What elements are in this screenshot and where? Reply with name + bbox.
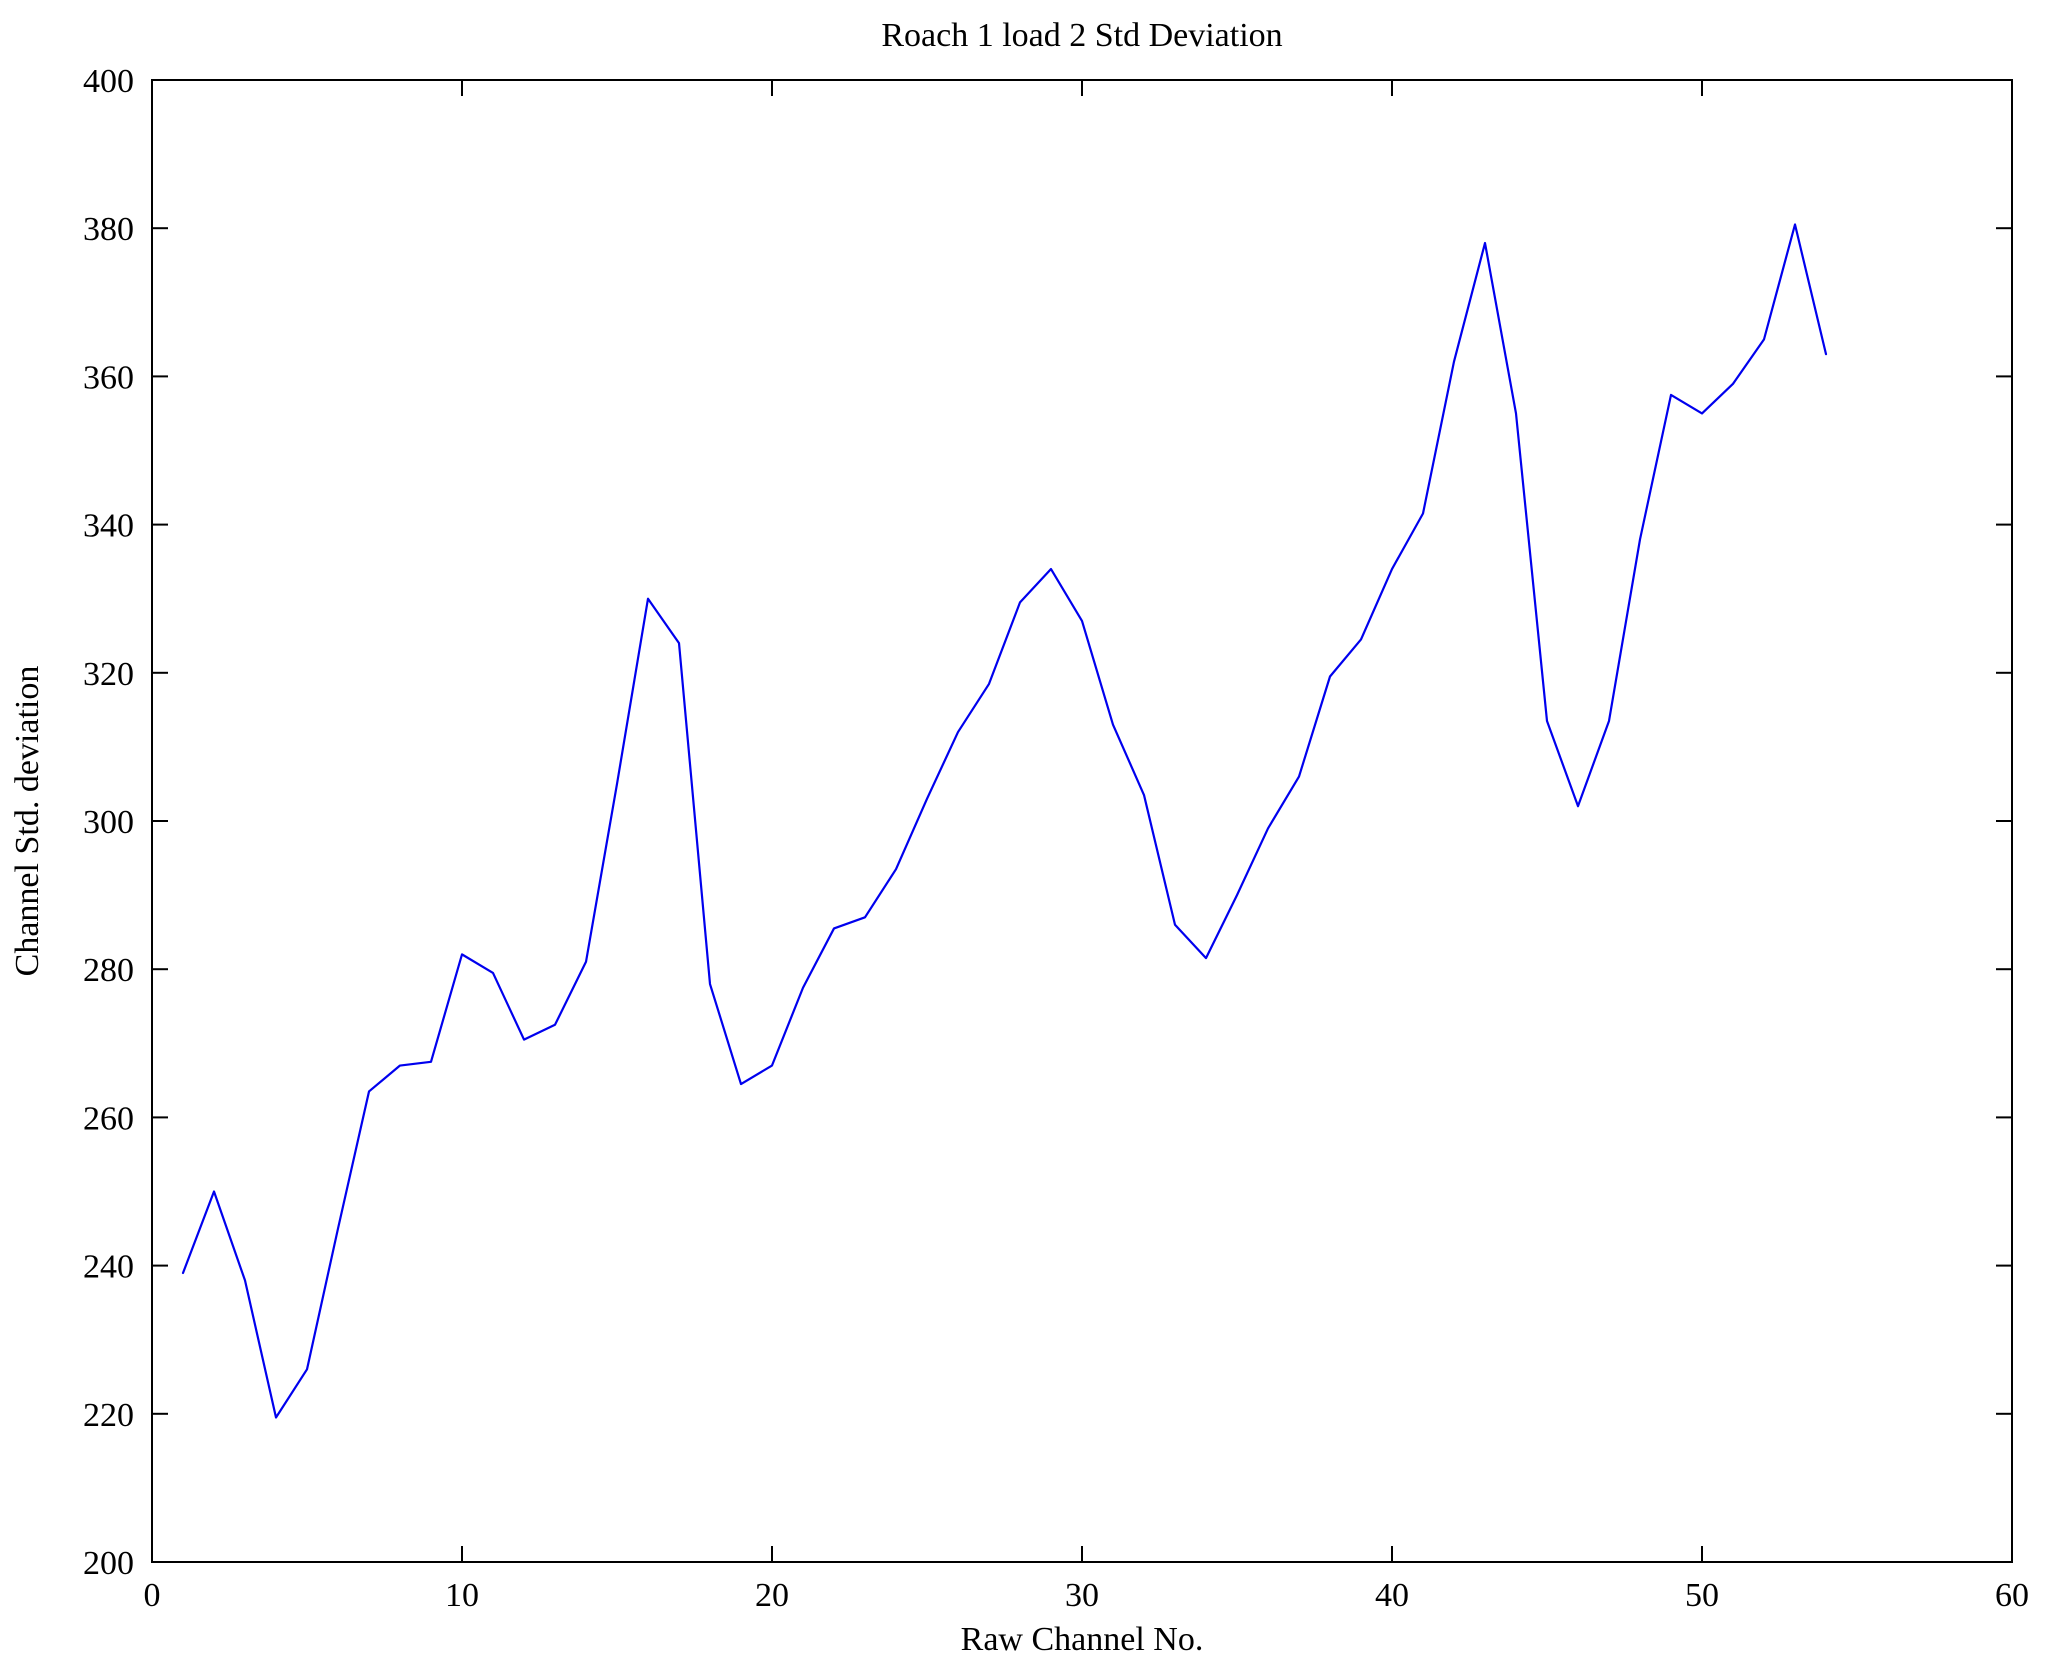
x-tick-label: 20 xyxy=(755,1577,789,1614)
x-tick-label: 10 xyxy=(445,1577,479,1614)
x-tick-label: 50 xyxy=(1685,1577,1719,1614)
chart-title: Roach 1 load 2 Std Deviation xyxy=(881,17,1282,54)
x-tick-label: 30 xyxy=(1065,1577,1099,1614)
y-tick-label: 320 xyxy=(83,656,134,693)
y-tick-label: 340 xyxy=(83,508,134,545)
x-tick-label: 60 xyxy=(1995,1577,2029,1614)
x-tick-label: 0 xyxy=(144,1577,161,1614)
data-line xyxy=(181,223,1828,1419)
x-tick-label: 40 xyxy=(1375,1577,1409,1614)
y-tick-label: 260 xyxy=(83,1100,134,1137)
y-tick-label: 360 xyxy=(83,359,134,396)
y-tick-label: 220 xyxy=(83,1397,134,1434)
y-tick-label: 380 xyxy=(83,211,134,248)
y-tick-label: 240 xyxy=(83,1249,134,1286)
plot-frame xyxy=(151,79,2013,1563)
x-axis-label: Raw Channel No. xyxy=(961,1621,1204,1658)
y-tick-label: 200 xyxy=(83,1545,134,1582)
y-tick-label: 280 xyxy=(83,952,134,989)
y-axis-label: Channel Std. deviation xyxy=(9,666,46,977)
y-tick-label: 400 xyxy=(83,63,134,100)
y-tick-label: 300 xyxy=(83,804,134,841)
